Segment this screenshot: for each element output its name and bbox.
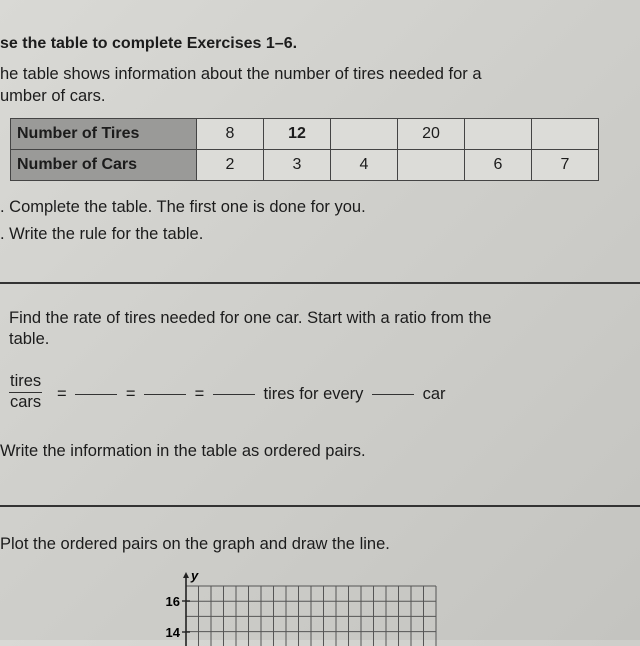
tires-cars-table: Number of Tires 8 12 20 Number of Cars 2… [10, 118, 599, 181]
y-tick-label: 16 [166, 594, 180, 609]
ratio-numerator: tires [9, 372, 43, 393]
table-row: Number of Tires 8 12 20 [10, 118, 599, 150]
table-cell: 4 [330, 149, 398, 181]
ratio-denominator: cars [10, 393, 42, 411]
intro-line-2: umber of cars. [0, 87, 106, 105]
tires-for-every-label: tires for every [263, 385, 364, 403]
heading: se the table to complete Exercises 1–6. [0, 35, 298, 52]
equals-sign: = [194, 385, 205, 403]
table-cell: 6 [464, 149, 532, 181]
y-axis-arrow-icon [183, 572, 189, 578]
exercise-5: Plot the ordered pairs on the graph and … [0, 535, 390, 553]
answer-blank[interactable] [212, 394, 255, 396]
table-cell [464, 118, 532, 150]
answer-line [0, 505, 640, 507]
table-cell: 3 [263, 149, 331, 181]
exercise-3-line-2: table. [9, 330, 50, 348]
car-label: car [422, 385, 446, 403]
equals-sign: = [57, 385, 67, 403]
equals-sign: = [125, 385, 136, 403]
answer-blank[interactable] [75, 394, 118, 396]
exercise-1: . Complete the table. The first one is d… [0, 198, 366, 216]
table-cell: 7 [531, 149, 599, 181]
table-cell: 2 [196, 149, 264, 181]
ratio-equation: = = = tires for every car [57, 385, 446, 404]
answer-line [0, 282, 640, 284]
row-header: Number of Cars [10, 149, 197, 181]
table-cell [397, 149, 465, 181]
table-cell [531, 118, 599, 150]
table-cell: 8 [196, 118, 264, 150]
table-cell [330, 118, 398, 150]
exercise-2: . Write the rule for the table. [0, 225, 204, 243]
row-header: Number of Tires [10, 118, 197, 150]
table-cell: 12 [263, 118, 331, 150]
answer-blank[interactable] [372, 394, 415, 396]
table-row: Number of Cars 2 3 4 6 7 [10, 149, 599, 181]
ratio-fraction: tires cars [9, 372, 43, 412]
coordinate-graph[interactable]: y 16 14 [150, 566, 450, 646]
intro-line-1: he table shows information about the num… [0, 65, 482, 83]
y-tick-label: 14 [166, 625, 181, 640]
exercise-4: Write the information in the table as or… [0, 442, 366, 460]
exercise-3-line-1: Find the rate of tires needed for one ca… [9, 309, 492, 327]
table-cell: 20 [397, 118, 465, 150]
answer-blank[interactable] [144, 394, 187, 396]
y-axis-label: y [190, 568, 199, 583]
